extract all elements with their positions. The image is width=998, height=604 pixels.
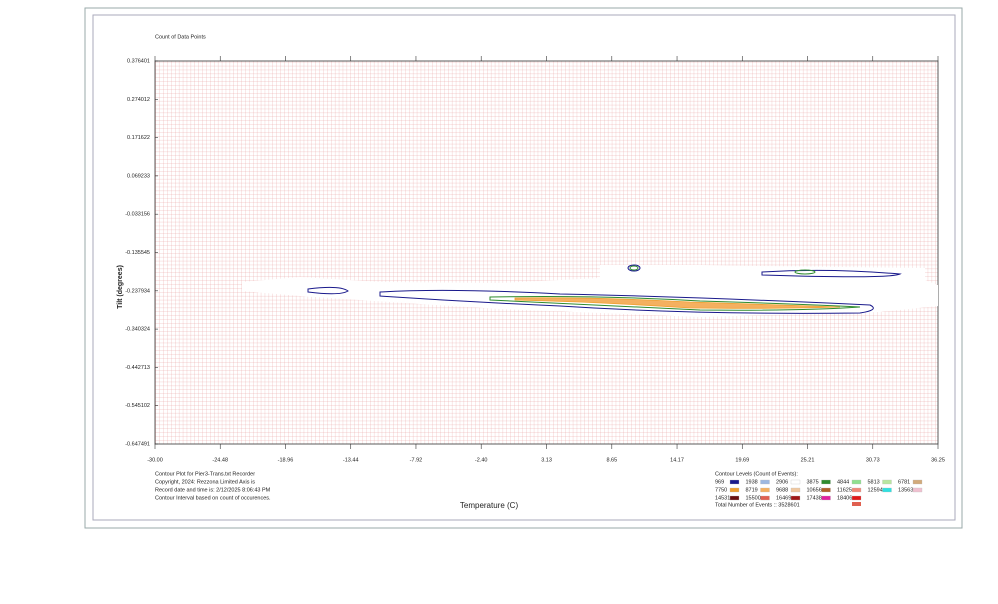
x-tick-label: 30.73	[866, 457, 880, 463]
legend-label: 10656	[807, 487, 822, 493]
legend-swatch	[821, 479, 831, 485]
y-tick-label: 0.171622	[127, 135, 150, 141]
legend-label: 11625	[837, 487, 852, 493]
legend-swatch	[882, 487, 892, 493]
y-tick-label: -0.545102	[125, 403, 150, 409]
legend-swatch	[851, 495, 862, 501]
legend-label: 2906	[776, 479, 788, 485]
legend-swatch	[760, 495, 770, 501]
legend-label: 14531	[715, 495, 730, 501]
legend-title: Contour Levels (Count of Events):	[715, 471, 798, 477]
x-tick-label: -2.40	[475, 457, 488, 463]
legend-swatch	[729, 479, 740, 485]
note: Contour Interval based on count of occur…	[155, 495, 271, 501]
note: Record date and time is: 2/12/2025 8:06:…	[155, 487, 271, 493]
legend-label: 16469	[776, 495, 791, 501]
legend-label: 15500	[746, 495, 761, 501]
y-tick-label: -0.647491	[125, 441, 150, 447]
legend-swatch	[851, 479, 862, 485]
legend-label: 8719	[746, 487, 758, 493]
y-tick-label: 0.376401	[127, 58, 150, 64]
x-tick-label: -24.48	[212, 457, 228, 463]
legend-swatch	[851, 487, 862, 493]
y-axis-label: Tilt (degrees)	[117, 265, 124, 309]
legend-label: 6781	[898, 479, 910, 485]
legend-label: 7750	[715, 487, 727, 493]
legend-label: 969	[715, 479, 724, 485]
legend-label: 12594	[868, 487, 883, 493]
legend-label: 4844	[837, 479, 849, 485]
legend-swatch	[729, 495, 740, 501]
x-tick-label: 3.13	[541, 457, 552, 463]
legend-label: 1938	[746, 479, 758, 485]
y-tick-label: -0.135545	[125, 250, 150, 256]
legend-swatch	[912, 479, 923, 485]
legend-swatch	[821, 487, 831, 493]
legend-swatch	[882, 479, 892, 485]
x-tick-label: -7.92	[410, 457, 423, 463]
y-tick-label: -0.033156	[125, 212, 150, 218]
x-tick-label: -18.96	[278, 457, 294, 463]
legend-swatch	[729, 487, 740, 493]
note: Copyright, 2024: Rezzona Limited Axis is	[155, 479, 255, 485]
plot-area	[154, 60, 939, 445]
x-tick-label: 25.21	[801, 457, 815, 463]
chart-title: Count of Data Points	[155, 34, 206, 40]
y-tick-label: -0.442713	[125, 365, 150, 371]
legend-swatch	[760, 479, 770, 485]
legend-label: 18406	[837, 495, 852, 501]
x-tick-label: -30.00	[147, 457, 163, 463]
legend-swatch-extra	[852, 502, 861, 506]
legend-swatch	[790, 495, 801, 501]
x-tick-label: 36.25	[931, 457, 945, 463]
legend-swatch	[790, 479, 801, 485]
total-events: Total Number of Events :: 3528601	[715, 502, 800, 508]
legend-label: 9688	[776, 487, 788, 493]
data-region	[242, 264, 938, 317]
legend-label: 5813	[868, 479, 880, 485]
x-tick-label: 14.17	[670, 457, 684, 463]
notes: Contour Plot for Pier3-Trans.txt Recorde…	[155, 471, 271, 501]
y-tick-label: 0.274012	[127, 97, 150, 103]
x-tick-label: -13.44	[343, 457, 359, 463]
y-tick-label: -0.237934	[125, 288, 150, 294]
legend-label: 13563	[898, 487, 913, 493]
y-tick-label: 0.069233	[127, 173, 150, 179]
legend-swatch	[790, 487, 801, 493]
x-axis-label: Temperature (C)	[460, 501, 519, 510]
legend-label: 3875	[807, 479, 819, 485]
legend-label: 17438	[807, 495, 822, 501]
x-tick-label: 8.65	[606, 457, 617, 463]
note: Contour Plot for Pier3-Trans.txt Recorde…	[155, 471, 255, 477]
y-tick-label: -0.340324	[125, 327, 150, 333]
legend-swatch	[912, 487, 923, 493]
legend-swatch	[760, 487, 770, 493]
legend-swatch	[821, 495, 831, 501]
x-tick-label: 19.69	[735, 457, 749, 463]
